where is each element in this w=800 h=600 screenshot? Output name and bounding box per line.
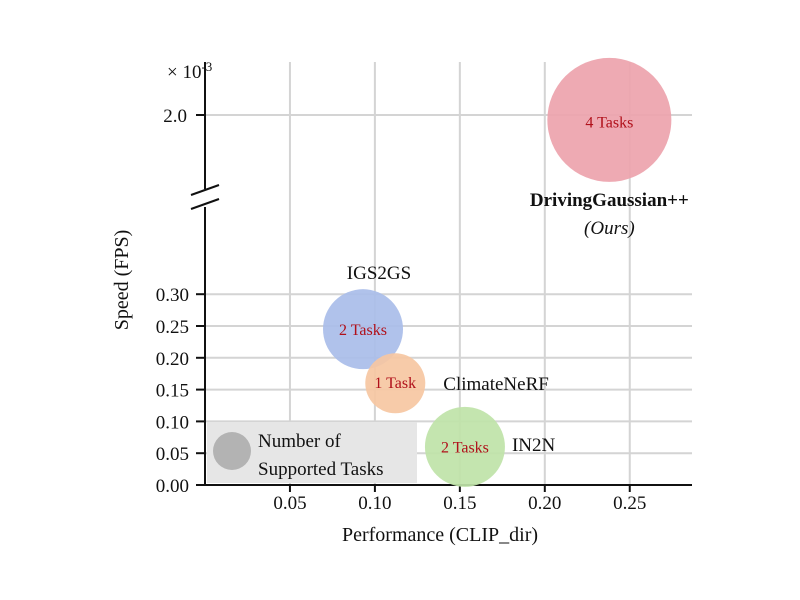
- x-tick-label: 0.15: [443, 493, 476, 514]
- y-tick-label: 0.20: [156, 349, 189, 370]
- point-subtitle-drivinggaussian: (Ours): [584, 218, 635, 239]
- bubble-igs2gs: [323, 289, 404, 370]
- y-axis-title: Speed (FPS): [111, 230, 133, 331]
- tick-labels: 0.05 0.10 0.15 0.20 0.25 0.00 0.05 0.10 0.15 0.20…: [156, 106, 647, 514]
- y-tick-label: 0.05: [156, 444, 189, 465]
- x-tick-label: 0.10: [358, 493, 391, 514]
- y-tick-label: 0.10: [156, 412, 189, 433]
- bubble-in2n: [424, 406, 505, 487]
- x-tick-label: 0.05: [273, 493, 306, 514]
- x-tick-label: 0.20: [528, 493, 561, 514]
- legend-label-line1: Number of: [258, 431, 342, 452]
- bubble-drivinggaussian: [547, 57, 672, 182]
- bubble-climatenerf: [365, 353, 426, 414]
- point-name-drivinggaussian: DrivingGaussian++: [530, 190, 689, 211]
- axis-break-mark: [190, 184, 220, 196]
- y-tick-label: 0.15: [156, 381, 189, 402]
- y-multiplier: × 10-3: [167, 59, 212, 83]
- axes: [190, 62, 692, 492]
- bubble-label-climatenerf: 1 Task: [374, 375, 416, 392]
- y-tick-label: 2.0: [163, 106, 187, 127]
- bubble-label-in2n: 2 Tasks: [441, 439, 489, 456]
- point-name-climatenerf: ClimateNeRF: [443, 374, 549, 395]
- x-axis-title: Performance (CLIP_dir): [342, 524, 538, 546]
- y-tick-label: 0.30: [156, 285, 189, 306]
- x-tick-label: 0.25: [613, 493, 646, 514]
- y-tick-label: 0.25: [156, 317, 189, 338]
- legend: Number of Supported Tasks: [207, 422, 417, 483]
- y-multiplier-base: × 10: [167, 62, 201, 83]
- bubble-label-igs2gs: 2 Tasks: [339, 322, 387, 339]
- point-name-igs2gs: IGS2GS: [347, 263, 411, 284]
- y-multiplier-exponent: -3: [201, 59, 212, 74]
- point-name-in2n: IN2N: [512, 435, 556, 456]
- legend-swatch: [213, 432, 251, 470]
- y-tick-label: 0.00: [156, 476, 189, 497]
- bubble-label-drivinggaussian: 4 Tasks: [585, 115, 633, 132]
- bubbles: 4 Tasks DrivingGaussian++ (Ours) 2 Tasks IGS…: [323, 57, 689, 487]
- axis-break-mark: [190, 198, 220, 210]
- legend-label-line2: Supported Tasks: [258, 459, 384, 480]
